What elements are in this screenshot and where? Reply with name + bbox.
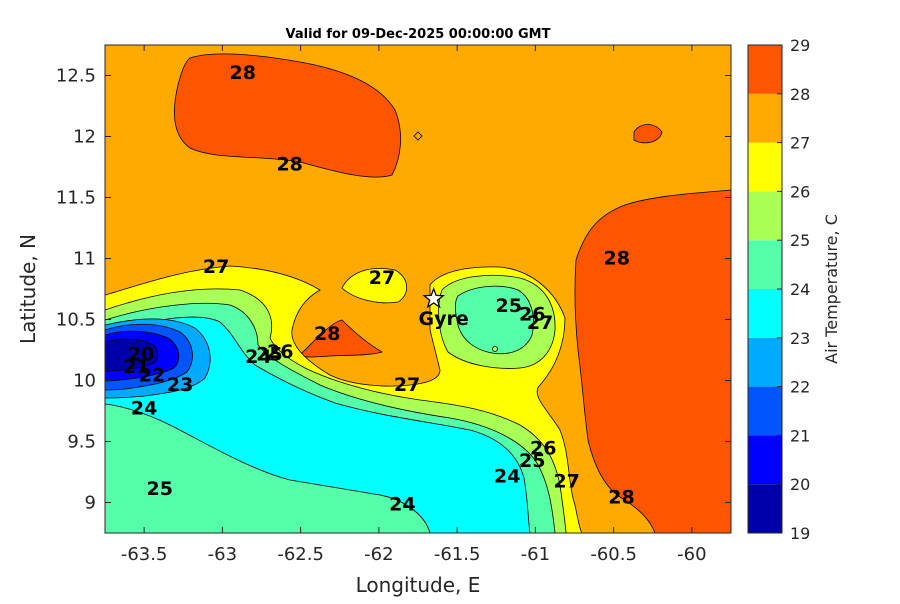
colorbar-tick-label: 20 [790, 475, 810, 494]
y-tick-label: 10 [73, 371, 96, 392]
contour-label: 21 [123, 356, 149, 378]
y-tick-label: 12 [73, 127, 96, 148]
contour-label: 28 [608, 486, 634, 508]
y-tick-label: 11.5 [56, 188, 96, 209]
contour-label: 28 [276, 153, 302, 175]
chart-title: Valid for 09-Dec-2025 00:00:00 GMT [286, 27, 551, 42]
contour-label: 27 [394, 374, 420, 396]
band-19-20 [105, 338, 159, 372]
contour-label: 24 [245, 346, 271, 368]
colorbar: 19 20 21 22 23 24 25 26 27 28 29 [747, 36, 810, 543]
colorbar-tick-label: 21 [790, 426, 810, 445]
gyre-label: Gyre [419, 308, 469, 330]
contour-label: 28 [314, 323, 340, 345]
x-tick-label: -60.5 [590, 544, 637, 565]
colorbar-swatch [748, 240, 782, 289]
contour-label: 28 [229, 62, 255, 84]
contour-label: 26 [530, 438, 556, 460]
contour-label: 24 [131, 397, 157, 419]
x-tick-label: -62 [364, 544, 393, 565]
contour-label: 24 [494, 466, 520, 488]
y-tick-label: 9 [85, 493, 96, 514]
contour-label: 27 [369, 267, 395, 289]
contour-label: 27 [203, 256, 229, 278]
colorbar-tick-label: 26 [790, 182, 810, 201]
y-tick-label: 12.5 [56, 66, 96, 87]
colorbar-swatch [748, 191, 782, 241]
band-28-29-north [174, 53, 401, 178]
small-contour-diamond [413, 131, 423, 141]
star-icon [422, 286, 445, 309]
contour-label: 27 [527, 312, 553, 334]
colorbar-swatch [748, 93, 782, 143]
contour-label: 26 [519, 303, 545, 325]
y-axis-label: Latitude, N [16, 234, 40, 344]
x-tick-label: -60 [677, 544, 706, 565]
band-26-27-bump [341, 268, 408, 304]
colorbar-tick-label: 19 [790, 524, 810, 543]
contour-label: 27 [553, 471, 579, 493]
colorbar-swatch [748, 337, 782, 387]
colorbar-swatch [748, 45, 782, 94]
small-contour-dot [492, 346, 498, 352]
x-tick-label: -62.5 [277, 544, 324, 565]
band-23-24 [105, 316, 531, 533]
contour-label: 25 [519, 450, 545, 472]
colorbar-tick-label: 24 [790, 280, 810, 299]
y-axis: 9 9.5 10 10.5 11 11.5 12 12.5 [56, 66, 731, 514]
colorbar-swatch [748, 484, 782, 533]
contour-label: 20 [128, 344, 154, 366]
y-tick-label: 9.5 [67, 432, 96, 453]
contour-label: 24 [389, 494, 415, 516]
x-tick-label: -63.5 [121, 544, 168, 565]
colorbar-swatch [748, 289, 782, 338]
contour-label: 25 [496, 295, 522, 317]
x-axis: -63.5 -63 -62.5 -62 -61.5 -61 -60.5 -60 [121, 45, 707, 565]
colorbar-label: Air Temperature, C [822, 214, 841, 364]
colorbar-swatch [748, 386, 782, 436]
y-tick-label: 10.5 [56, 310, 96, 331]
colorbar-tick-label: 27 [790, 134, 810, 153]
contour-label: 22 [139, 364, 165, 386]
colorbar-tick-label: 22 [790, 378, 810, 397]
band-28-29-small [299, 319, 383, 358]
contour-label: 23 [167, 374, 193, 396]
contour-label: 25 [147, 478, 173, 500]
contour-label: 25 [256, 344, 282, 366]
plot-frame [104, 44, 732, 534]
x-tick-label: -61.5 [434, 544, 481, 565]
colorbar-tick-label: 23 [790, 329, 810, 348]
colorbar-tick-label: 29 [790, 36, 810, 55]
colorbar-tick-label: 25 [790, 231, 810, 250]
x-axis-label: Longitude, E [356, 573, 481, 597]
contour-label: 26 [267, 341, 293, 363]
y-tick-label: 11 [73, 249, 96, 270]
colorbar-tick-label: 28 [790, 85, 810, 104]
band-28-29-tiny [633, 124, 663, 144]
x-tick-label: -61 [521, 544, 550, 565]
band-24-25-gyre [454, 285, 534, 355]
colorbar-swatch [748, 142, 782, 192]
x-tick-label: -63 [208, 544, 237, 565]
colorbar-swatch [748, 435, 782, 485]
band-28-29-east [574, 189, 731, 533]
contour-label: 28 [604, 247, 630, 269]
gyre-marker: Gyre [419, 286, 469, 330]
contour-fills [105, 45, 731, 533]
